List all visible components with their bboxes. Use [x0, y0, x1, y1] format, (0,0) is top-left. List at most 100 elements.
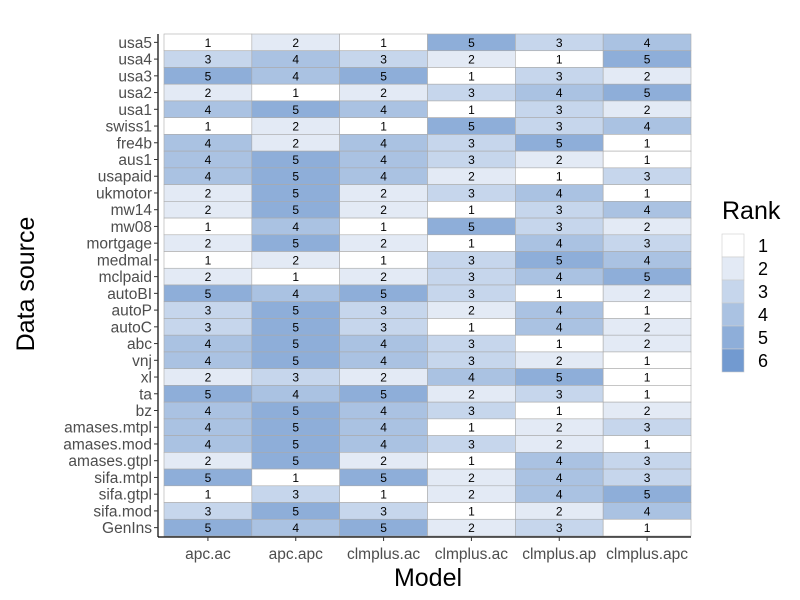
cell-value-label: 4	[205, 170, 212, 184]
legend-label: 4	[758, 305, 768, 325]
y-tick-label: amases.mtpl	[64, 420, 152, 437]
cell-value-label: 2	[380, 371, 387, 385]
y-tick-label: usa3	[118, 68, 152, 85]
cell-value-label: 4	[380, 354, 387, 368]
cell-value-label: 5	[292, 304, 299, 318]
y-tick-label: vnj	[132, 353, 152, 370]
cell-value-label: 1	[205, 488, 212, 502]
cell-value-label: 3	[556, 120, 563, 134]
cell-value-label: 1	[644, 354, 651, 368]
cell-value-label: 3	[205, 504, 212, 518]
cell-value-label: 3	[380, 320, 387, 334]
y-tick-label: swiss1	[105, 119, 152, 136]
cell-value-label: 3	[468, 404, 475, 418]
cell-value-label: 2	[468, 471, 475, 485]
cell-value-label: 2	[556, 153, 563, 167]
cell-value-label: 5	[292, 320, 299, 334]
cell-value-label: 5	[556, 136, 563, 150]
cell-value-label: 4	[556, 454, 563, 468]
cell-value-label: 5	[292, 170, 299, 184]
cell-value-label: 4	[205, 153, 212, 167]
cell-value-label: 3	[380, 53, 387, 67]
y-tick-label: mw14	[111, 202, 153, 219]
cell-value-label: 2	[380, 270, 387, 284]
cell-value-label: 3	[468, 354, 475, 368]
cell-value-label: 1	[556, 170, 563, 184]
cell-value-label: 1	[380, 36, 387, 50]
cell-value-label: 4	[556, 186, 563, 200]
cell-value-label: 2	[468, 521, 475, 535]
cell-value-label: 1	[292, 471, 299, 485]
cell-value-label: 2	[644, 287, 651, 301]
cell-value-label: 2	[644, 103, 651, 117]
cell-value-label: 1	[380, 120, 387, 134]
cell-value-label: 2	[205, 270, 212, 284]
cell-value-label: 4	[205, 337, 212, 351]
cell-value-label: 1	[468, 103, 475, 117]
cell-value-label: 1	[205, 120, 212, 134]
cell-value-label: 5	[644, 86, 651, 100]
cell-value-label: 2	[468, 304, 475, 318]
cell-value-label: 2	[644, 404, 651, 418]
y-tick-label: autoP	[111, 303, 152, 320]
cell-value-label: 5	[292, 186, 299, 200]
cell-value-label: 3	[468, 253, 475, 267]
cell-value-label: 5	[644, 53, 651, 67]
y-tick-label: mw08	[111, 219, 152, 236]
cell-value-label: 1	[205, 36, 212, 50]
cell-value-label: 5	[380, 69, 387, 83]
cell-value-label: 5	[292, 504, 299, 518]
cell-value-label: 4	[380, 136, 387, 150]
cell-value-label: 2	[205, 86, 212, 100]
cell-value-label: 1	[556, 287, 563, 301]
cell-value-label: 3	[556, 203, 563, 217]
heatmap-cell	[602, 518, 692, 537]
cell-value-label: 1	[468, 237, 475, 251]
cell-value-label: 2	[468, 387, 475, 401]
cell-value-label: 5	[380, 287, 387, 301]
cell-value-label: 3	[468, 86, 475, 100]
y-tick-label: sifa.gtpl	[99, 487, 152, 504]
cell-value-label: 1	[468, 504, 475, 518]
x-tick-label: clmplus.apc	[606, 546, 688, 563]
cell-value-label: 1	[205, 253, 212, 267]
cell-value-label: 5	[292, 153, 299, 167]
legend-label: 2	[758, 259, 768, 279]
cell-value-label: 2	[468, 53, 475, 67]
cell-value-label: 4	[205, 437, 212, 451]
cell-value-label: 2	[380, 203, 387, 217]
cell-value-label: 3	[468, 337, 475, 351]
cell-value-label: 1	[380, 220, 387, 234]
cell-value-label: 4	[205, 354, 212, 368]
cell-value-label: 3	[556, 387, 563, 401]
cell-value-label: 1	[292, 270, 299, 284]
cell-value-label: 5	[292, 354, 299, 368]
cell-value-label: 5	[292, 437, 299, 451]
y-axis-title: Data source	[12, 217, 40, 352]
cell-value-label: 5	[292, 103, 299, 117]
legend-swatch	[721, 279, 745, 304]
cell-value-label: 5	[205, 471, 212, 485]
cell-value-label: 3	[205, 304, 212, 318]
cell-value-label: 3	[292, 488, 299, 502]
cell-value-label: 1	[468, 320, 475, 334]
y-axis: usa5usa4usa3usa2usa1swiss1fre4baus1usapa…	[63, 34, 159, 537]
legend-swatch	[721, 233, 745, 258]
cell-value-label: 3	[380, 304, 387, 318]
cell-value-label: 2	[380, 86, 387, 100]
cell-value-label: 4	[556, 270, 563, 284]
cell-value-label: 3	[644, 421, 651, 435]
cell-value-label: 3	[468, 136, 475, 150]
cells-layer	[163, 33, 692, 537]
cell-value-label: 4	[380, 437, 387, 451]
cell-value-label: 5	[292, 421, 299, 435]
cell-value-label: 4	[380, 404, 387, 418]
cell-value-label: 1	[556, 404, 563, 418]
cell-value-label: 2	[205, 237, 212, 251]
x-axis-title: Model	[394, 564, 462, 592]
cell-value-label: 4	[380, 170, 387, 184]
cell-value-label: 1	[468, 454, 475, 468]
cell-value-label: 2	[292, 136, 299, 150]
cell-value-label: 2	[380, 454, 387, 468]
cell-value-label: 3	[292, 371, 299, 385]
